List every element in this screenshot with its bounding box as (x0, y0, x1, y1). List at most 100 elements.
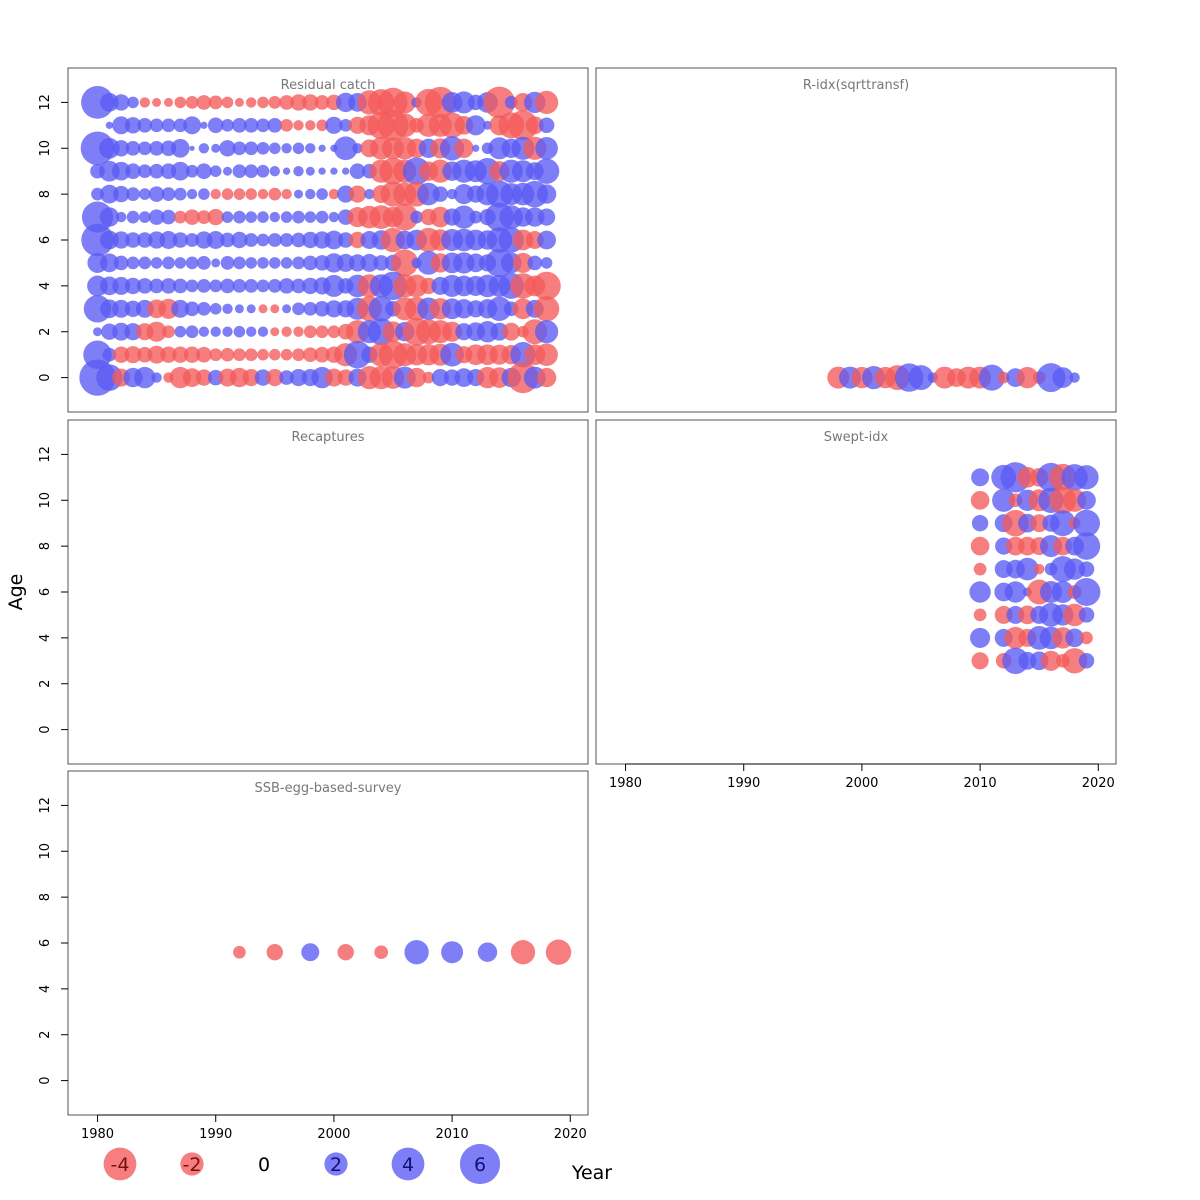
bubble (210, 326, 221, 337)
bubble (172, 278, 188, 294)
bubble (164, 97, 173, 107)
bubble (348, 185, 367, 203)
bubble (970, 627, 991, 648)
bubble (973, 562, 987, 576)
bubble (292, 302, 305, 316)
bubble (257, 348, 269, 361)
bubble (160, 346, 177, 363)
bubble (512, 252, 534, 273)
bubble (232, 117, 247, 133)
bubble (269, 142, 281, 155)
bubble (207, 117, 224, 134)
bubble (1065, 628, 1084, 648)
bubble (305, 120, 316, 131)
bubble (150, 257, 163, 269)
bubble (172, 232, 189, 248)
bubble (270, 304, 280, 314)
bubble (289, 369, 308, 387)
legend-label: 4 (402, 1154, 414, 1176)
bubble (293, 166, 304, 177)
bubble (483, 86, 516, 119)
y-tick-label: 0 (38, 373, 53, 381)
bubble (971, 515, 989, 532)
bubble (302, 231, 319, 249)
bubble (316, 119, 328, 132)
y-tick-label: 0 (38, 1076, 53, 1084)
bubble (1063, 558, 1086, 580)
legend-label: 2 (330, 1154, 342, 1176)
bubble (267, 279, 282, 293)
bubble (221, 96, 234, 109)
bubble (197, 210, 211, 224)
bubble (124, 346, 142, 364)
x-tick-label: 1990 (727, 776, 760, 791)
bubble (113, 140, 130, 157)
bubble (221, 211, 234, 223)
bubble (159, 231, 178, 249)
bubble (152, 97, 162, 107)
bubble (373, 255, 389, 271)
bubble (210, 188, 221, 200)
bubble (256, 279, 270, 293)
bubble (196, 163, 212, 179)
bubble (305, 166, 315, 176)
bubble (1074, 465, 1099, 490)
bubble (100, 184, 119, 204)
bubble (1016, 557, 1039, 581)
bubble (510, 940, 536, 965)
bubble (185, 164, 199, 178)
bubble (1016, 366, 1039, 389)
bubble (185, 256, 199, 270)
bubble (125, 140, 141, 156)
bubble (134, 366, 156, 389)
bubble (432, 186, 449, 202)
bubble (337, 944, 354, 961)
panel-title: SSB-egg-based-survey (255, 781, 402, 796)
panel-title: Residual catch (281, 78, 376, 93)
bubble (126, 187, 140, 201)
bubble (1061, 648, 1088, 674)
bubble (233, 256, 246, 270)
bubble (971, 468, 990, 487)
x-axis: 1980 1990 2000 2010 2020 (609, 763, 1115, 791)
bubble (266, 944, 283, 961)
bubble (325, 116, 343, 134)
bubble (410, 210, 423, 224)
y-tick-label: 6 (38, 588, 53, 596)
y-tick-label: 2 (38, 680, 53, 688)
bubble (170, 138, 190, 158)
bubble (1078, 607, 1095, 623)
bubble (279, 233, 294, 247)
bubble (185, 325, 199, 339)
bubble (527, 255, 543, 271)
x-tick-label: 2020 (554, 1127, 587, 1142)
bubble (113, 185, 130, 203)
bubble (161, 187, 176, 201)
bubble (392, 113, 417, 138)
bubble (100, 253, 119, 273)
bubble (256, 141, 270, 155)
bubble (222, 303, 233, 314)
bubble (174, 325, 187, 338)
bubble (281, 188, 292, 200)
bubble (139, 188, 151, 200)
bubble (325, 300, 343, 318)
bubble (292, 142, 305, 155)
bubble (360, 253, 379, 272)
bubble (314, 95, 330, 110)
bubble (305, 143, 316, 154)
y-tick-label: 10 (38, 492, 53, 509)
bubble (280, 118, 293, 132)
bubble (971, 652, 989, 670)
bubble (244, 279, 259, 293)
bubble (232, 279, 247, 293)
bubble (173, 118, 188, 133)
bubble (314, 301, 330, 317)
bubble (280, 211, 293, 223)
bubble (406, 367, 427, 388)
bubble (318, 144, 326, 152)
bubble (172, 346, 189, 363)
bubble (137, 117, 153, 133)
x-tick-label: 1980 (609, 776, 642, 791)
bubble (209, 165, 222, 177)
